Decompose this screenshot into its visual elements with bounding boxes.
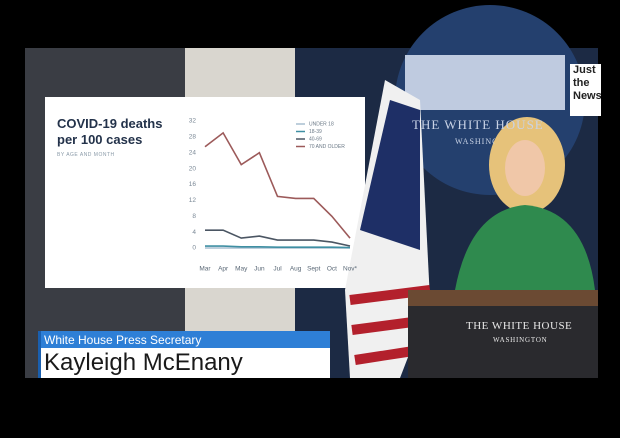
dress (455, 205, 595, 290)
x-tick-label: Jul (273, 266, 282, 273)
legend-label: 18-39 (309, 129, 322, 135)
y-tick-label: 4 (192, 229, 196, 236)
x-tick-label: Nov* (343, 266, 358, 273)
lower-third-name-bar (38, 348, 330, 378)
chart-subtitle: BY AGE AND MONTH (57, 152, 115, 158)
lower-third-bar (38, 331, 330, 348)
podium-subtitle: WASHINGTON (493, 336, 548, 344)
lower-third-accent (38, 331, 41, 378)
face (505, 140, 545, 196)
seal-subtitle: WASHINGTON (455, 137, 495, 146)
seal-building (405, 55, 565, 110)
legend-label: UNDER 18 (309, 121, 334, 127)
y-tick-label: 0 (192, 245, 196, 252)
y-tick-label: 12 (189, 197, 197, 204)
y-tick-label: 28 (189, 134, 197, 141)
lower-third-role: White House Press Secretary (44, 333, 202, 347)
podium-title: THE WHITE HOUSE (466, 320, 573, 332)
x-tick-label: Mar (199, 266, 211, 273)
legend-label: 40-69 (309, 136, 322, 142)
screen (45, 97, 365, 288)
legend-label: 70 AND OLDER (309, 144, 345, 150)
seal-title: THE WHITE HOUSE (412, 117, 544, 132)
y-tick-label: 32 (189, 118, 197, 125)
logo: Just the News (570, 64, 601, 116)
series-line (205, 229, 351, 247)
series-line (204, 131, 351, 239)
y-tick-label: 20 (189, 165, 197, 172)
podium-top (408, 290, 598, 306)
x-tick-label: May (235, 266, 248, 273)
x-tick-label: Aug (290, 266, 302, 273)
x-tick-label: Jun (254, 266, 265, 273)
series-line (205, 245, 351, 249)
lower-third-name: Kayleigh McEnany (44, 349, 243, 376)
y-tick-label: 8 (192, 213, 196, 220)
chart-title: COVID-19 deaths per 100 cases (57, 116, 163, 147)
y-tick-label: 24 (189, 149, 197, 156)
x-tick-label: Oct (327, 266, 337, 273)
flag-canton (360, 100, 420, 250)
y-tick-label: 16 (189, 181, 197, 188)
x-tick-label: Sept (307, 266, 321, 273)
x-tick-label: Apr (218, 266, 229, 273)
